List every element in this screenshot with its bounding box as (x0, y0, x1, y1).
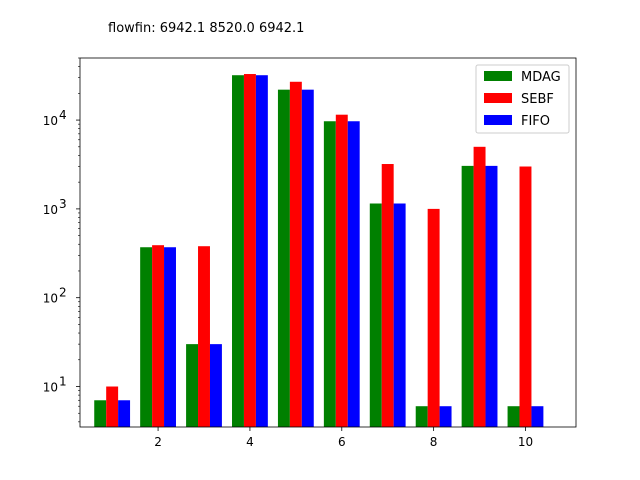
legend-label-fifo: FIFO (521, 114, 550, 129)
bar-sebf-5 (289, 81, 302, 428)
bar-sebf-3 (198, 246, 210, 427)
bar-fifo-1 (118, 400, 131, 427)
bar-fifo-9 (485, 165, 498, 427)
legend-swatch-fifo (484, 115, 512, 125)
bar-mdag-1 (94, 400, 107, 427)
bar-mdag-5 (277, 89, 290, 428)
bar-mdag-6 (323, 121, 336, 427)
bar-fifo-4 (255, 75, 268, 428)
x-tick-label: 8 (430, 435, 438, 449)
x-tick-label: 4 (246, 435, 254, 449)
x-tick-label: 6 (338, 435, 346, 449)
bar-sebf-1 (106, 386, 119, 427)
legend: MDAG SEBF FIFO (475, 64, 570, 134)
bar-sebf-2 (152, 245, 165, 427)
y-tick-exponent: 2 (59, 286, 67, 300)
legend-label-mdag: MDAG (521, 70, 561, 85)
bar-mdag-8 (415, 406, 428, 427)
bar-sebf-9 (473, 146, 486, 427)
legend-swatch-mdag (484, 71, 512, 81)
x-tick-label: 10 (518, 435, 533, 449)
axes-frame (79, 57, 577, 428)
bar-mdag-4 (232, 75, 244, 428)
bar-sebf-8 (427, 208, 440, 427)
legend-label-sebf: SEBF (521, 92, 554, 107)
y-tick-exponent: 1 (59, 375, 67, 389)
bar-mdag-9 (461, 165, 474, 427)
bar-fifo-10 (531, 406, 544, 427)
x-axis: 2 4 6 8 10 (154, 427, 533, 449)
bar-fifo-3 (209, 344, 222, 427)
y-tick-label: 10 (43, 114, 58, 128)
bar-sebf-10 (519, 166, 532, 427)
bar-fifo-5 (301, 89, 314, 428)
y-tick-label: 10 (43, 292, 58, 306)
bar-fifo-7 (393, 203, 406, 427)
bar-fifo-6 (347, 121, 360, 427)
bar-sebf-7 (381, 164, 394, 427)
bar-mdag-10 (507, 406, 520, 427)
x-tick-label: 2 (154, 435, 162, 449)
bar-mdag-2 (140, 247, 153, 427)
y-tick-label: 10 (43, 203, 58, 217)
y-tick-exponent: 3 (59, 197, 67, 211)
bar-sebf-4 (243, 74, 256, 427)
bar-mdag-7 (369, 203, 382, 427)
legend-swatch-sebf (484, 93, 512, 103)
bars-group (94, 74, 544, 428)
bar-mdag-3 (186, 344, 199, 427)
bar-sebf-6 (335, 114, 348, 427)
y-tick-label: 10 (43, 381, 58, 395)
bar-fifo-8 (439, 406, 452, 427)
bar-fifo-2 (164, 247, 176, 427)
chart-title: flowfin: 6942.1 8520.0 6942.1 (108, 21, 304, 36)
y-tick-exponent: 4 (59, 108, 67, 122)
